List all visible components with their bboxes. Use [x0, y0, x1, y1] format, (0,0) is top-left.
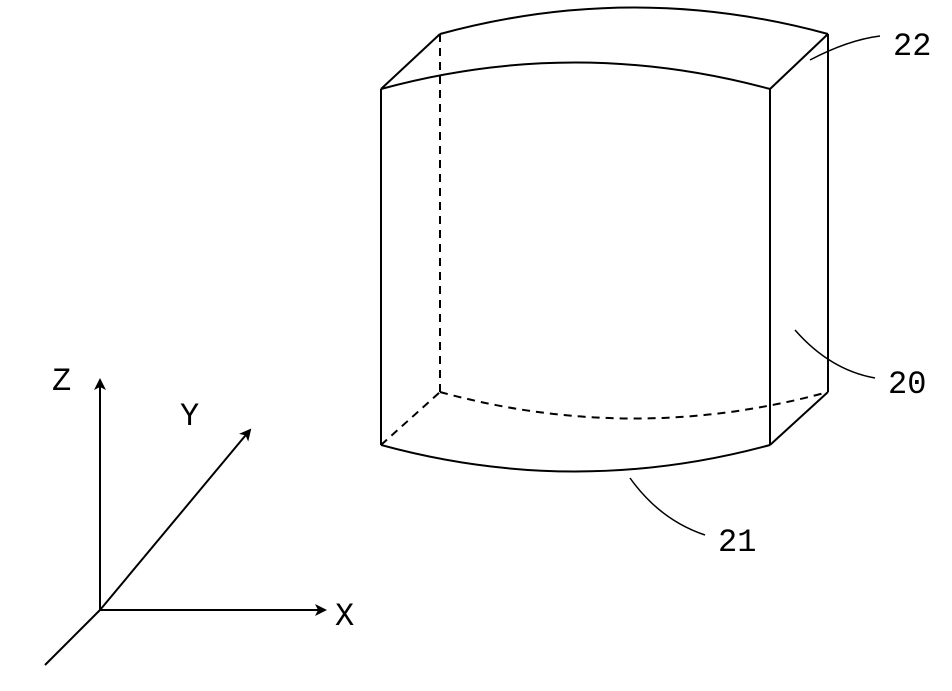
- leader-20: [795, 330, 875, 378]
- back-top-arc: [440, 8, 828, 35]
- leaders-group: [630, 36, 880, 535]
- ref-label-20: 20: [888, 366, 926, 403]
- bottom-left-depth-hidden: [381, 392, 440, 445]
- diagram-container: X Y Z 22 20 21: [0, 0, 952, 691]
- leader-21: [630, 478, 705, 535]
- front-bottom-arc: [381, 445, 770, 472]
- z-axis-label: Z: [52, 363, 71, 400]
- diagram-svg: [0, 0, 952, 691]
- ref-label-22: 22: [893, 28, 931, 65]
- leader-22: [810, 36, 880, 60]
- y-axis-tail: [45, 610, 100, 665]
- arc-block: [381, 8, 828, 472]
- top-right-depth: [770, 34, 828, 89]
- bottom-right-depth: [770, 392, 828, 445]
- ref-label-21: 21: [718, 524, 756, 561]
- y-axis-label: Y: [180, 398, 199, 435]
- y-axis: [100, 430, 250, 610]
- x-axis-label: X: [335, 598, 354, 635]
